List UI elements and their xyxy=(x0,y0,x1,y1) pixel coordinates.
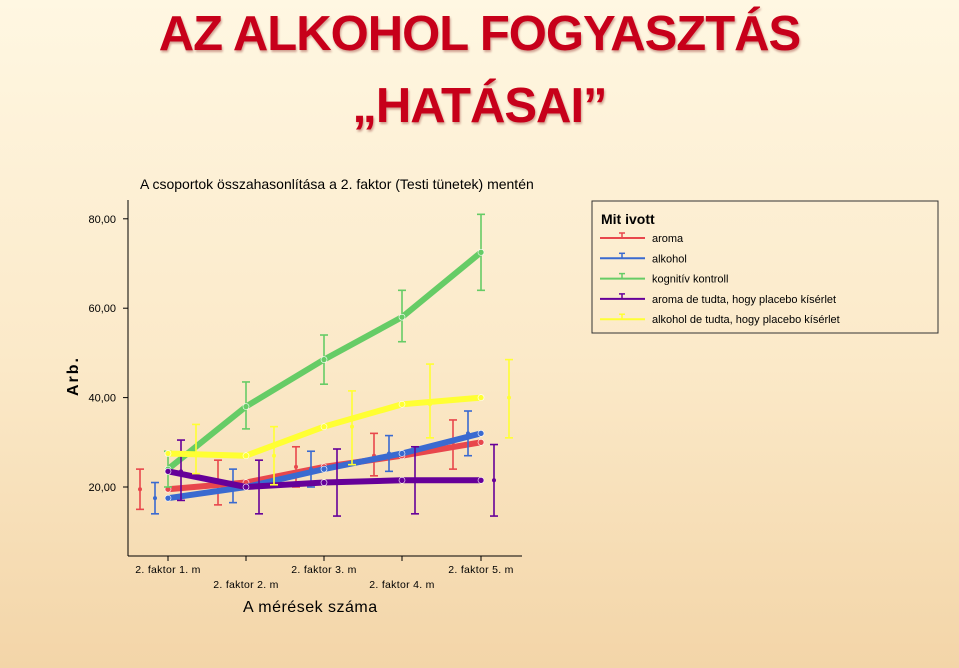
data-point xyxy=(242,403,250,410)
data-point xyxy=(242,483,250,491)
error-mean-marker xyxy=(350,424,354,429)
legend-label: aroma xyxy=(652,233,684,245)
x-axis-label: A mérések száma xyxy=(243,599,378,616)
data-point xyxy=(320,356,328,363)
data-point xyxy=(477,438,485,446)
x-tick-label: 2. faktor 3. m xyxy=(291,564,356,576)
series-3 xyxy=(164,439,498,517)
data-point xyxy=(398,313,406,321)
legend-label: alkohol xyxy=(652,253,687,265)
y-tick-label: 20,00 xyxy=(88,482,116,494)
series-4 xyxy=(164,358,513,486)
axes: 20,00 40,00 60,00 80,00 2. faktor 1. m 2. fak… xyxy=(88,200,522,591)
data-point xyxy=(320,423,328,430)
legend: Mit ivott aroma alkohol kognitív kontroll ar… xyxy=(591,200,939,334)
legend-label: aroma de tudta, hogy placebo kísérlet xyxy=(652,294,836,306)
error-mean-marker xyxy=(153,496,157,501)
error-mean-marker xyxy=(492,478,496,483)
data-point xyxy=(242,452,250,460)
error-mean-marker xyxy=(138,487,142,492)
y-tick-label: 80,00 xyxy=(88,214,116,226)
x-tick-label: 2. faktor 2. m xyxy=(213,579,278,591)
chart-title: A csoportok összahasonlítása a 2. faktor… xyxy=(140,176,534,192)
legend-label: kognitív kontroll xyxy=(652,274,728,286)
legend-label: alkohol de tudta, hogy placebo kísérlet xyxy=(652,314,840,326)
x-tick-label: 2. faktor 1. m xyxy=(135,564,200,576)
data-point xyxy=(477,249,485,256)
error-mean-marker xyxy=(294,464,298,469)
y-tick-label: 40,00 xyxy=(88,393,116,405)
error-mean-marker xyxy=(272,453,276,458)
data-point xyxy=(320,479,328,486)
data-point xyxy=(477,394,485,401)
x-tick-label: 2. faktor 5. m xyxy=(448,564,513,576)
data-point xyxy=(164,494,172,502)
chart-series xyxy=(136,213,513,517)
y-axis-label: Arb. xyxy=(65,356,82,396)
data-point xyxy=(320,465,328,473)
data-point xyxy=(398,401,406,408)
legend-title: Mit ivott xyxy=(601,211,655,227)
data-point xyxy=(398,476,406,484)
y-tick-label: 60,00 xyxy=(88,303,116,315)
legend-box xyxy=(591,200,939,334)
data-point xyxy=(164,450,172,457)
data-point xyxy=(398,450,406,457)
error-mean-marker xyxy=(507,395,511,400)
data-point xyxy=(164,468,172,475)
data-point xyxy=(477,476,485,484)
x-tick-label: 2. faktor 4. m xyxy=(369,579,434,591)
slide-title-line-1: AZ ALKOHOL FOGYASZTÁS xyxy=(158,7,801,61)
series-1 xyxy=(151,410,485,515)
slide-title-line-2: „HATÁSAI” xyxy=(352,79,607,133)
data-point xyxy=(477,430,485,437)
